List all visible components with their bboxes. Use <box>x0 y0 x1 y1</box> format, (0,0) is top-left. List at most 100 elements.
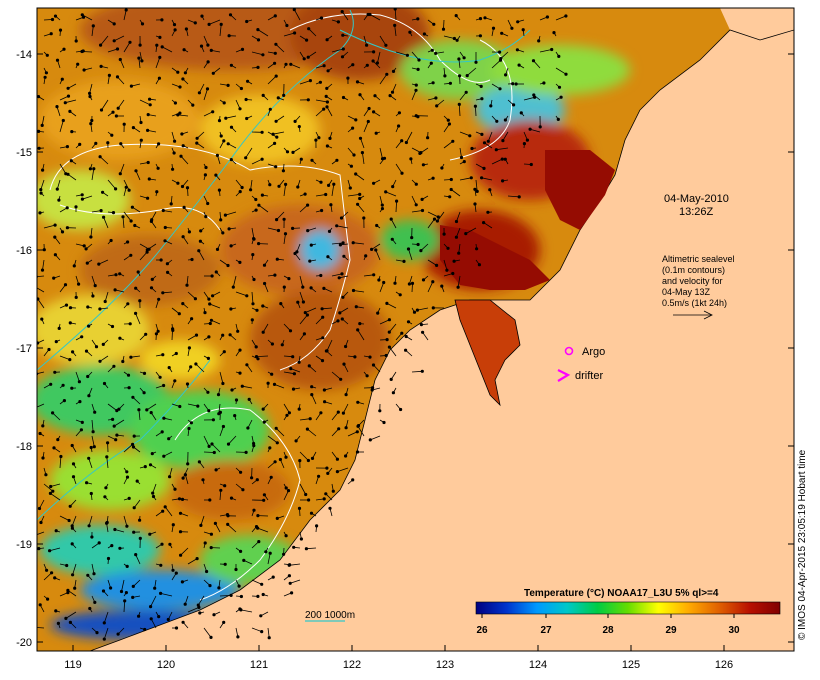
velocity-arrow <box>203 627 212 638</box>
velocity-arrow-head <box>146 113 150 117</box>
velocity-arrow <box>459 131 470 137</box>
velocity-arrow <box>315 194 326 197</box>
velocity-arrow-head <box>339 216 344 220</box>
velocity-arrow <box>82 14 93 21</box>
velocity-arrow-head <box>210 274 214 278</box>
velocity-arrow-head <box>183 473 187 477</box>
velocity-arrow-head <box>260 130 264 134</box>
velocity-arrow-head <box>227 34 231 38</box>
velocity-arrow <box>155 57 161 69</box>
velocity-arrow-head <box>289 366 293 371</box>
velocity-arrow-head <box>226 142 230 146</box>
velocity-arrow-head <box>90 535 94 539</box>
velocity-arrow-head <box>158 35 162 40</box>
velocity-arrow-head <box>71 462 76 466</box>
velocity-arrow-head <box>503 157 507 161</box>
velocity-arrow-head <box>521 28 525 32</box>
velocity-arrow <box>379 74 388 85</box>
velocity-arrow <box>326 106 333 117</box>
velocity-arrow-head <box>90 118 94 123</box>
altimetry-line: 04-May 13Z <box>662 287 711 297</box>
velocity-arrow-head <box>244 156 248 160</box>
velocity-arrow-head <box>171 167 175 171</box>
velocity-arrow-head <box>385 337 389 342</box>
velocity-arrow-head <box>281 552 286 556</box>
velocity-arrow <box>299 314 308 325</box>
velocity-arrow <box>150 595 157 607</box>
velocity-arrow-head <box>153 586 157 590</box>
velocity-arrow-head <box>167 437 171 441</box>
velocity-arrow-head <box>229 125 234 129</box>
velocity-arrow-head <box>442 232 446 236</box>
velocity-arrow-head <box>301 285 305 289</box>
velocity-arrow-head <box>125 564 129 569</box>
velocity-arrow-head <box>181 476 185 480</box>
velocity-arrow-head <box>268 551 272 555</box>
velocity-arrow <box>283 32 295 37</box>
velocity-arrow-head <box>319 273 323 278</box>
velocity-arrow-head <box>198 239 202 243</box>
velocity-arrow-head <box>320 307 324 311</box>
velocity-arrow-head <box>351 478 355 482</box>
velocity-arrow-head <box>356 424 360 428</box>
velocity-arrow-head <box>402 259 406 263</box>
velocity-arrow-head <box>80 420 84 424</box>
velocity-arrow-head <box>257 203 261 207</box>
velocity-arrow-head <box>239 86 243 91</box>
velocity-arrow-head <box>429 61 433 65</box>
velocity-arrow-head <box>283 182 288 186</box>
velocity-arrow <box>427 259 437 266</box>
velocity-arrow-head <box>70 443 74 448</box>
velocity-arrow-head <box>219 218 223 222</box>
velocity-arrow-head <box>95 630 99 635</box>
velocity-arrow-head <box>222 350 226 354</box>
velocity-arrow-head <box>308 79 312 83</box>
velocity-arrow-head <box>41 424 45 428</box>
velocity-arrow-head <box>42 248 46 252</box>
velocity-arrow-head <box>262 281 267 286</box>
velocity-arrow-head <box>163 225 167 230</box>
velocity-arrow-head <box>556 117 560 122</box>
scale-arrow-icon <box>673 310 713 320</box>
lon-tick-label: 123 <box>436 659 454 671</box>
velocity-arrow-head <box>495 119 499 123</box>
velocity-arrow-head <box>277 184 281 188</box>
velocity-arrow-head <box>274 426 278 430</box>
velocity-arrow-head <box>459 155 464 160</box>
velocity-arrow-head <box>515 48 520 52</box>
velocity-arrow-head <box>125 470 129 474</box>
velocity-arrow-head <box>488 188 492 192</box>
velocity-arrow-head <box>66 94 71 98</box>
velocity-arrow-head <box>229 307 233 311</box>
velocity-arrow-head <box>324 492 328 496</box>
velocity-arrow-head <box>321 336 325 340</box>
velocity-arrow-head <box>537 39 541 43</box>
velocity-arrow-head <box>365 63 369 67</box>
velocity-arrow-head <box>91 430 95 434</box>
velocity-arrow-head <box>226 263 230 268</box>
velocity-arrow-head <box>408 30 412 34</box>
velocity-arrow-head <box>550 47 554 52</box>
velocity-arrow-head <box>229 496 234 500</box>
velocity-arrow <box>275 428 285 437</box>
velocity-arrow-head <box>410 281 415 285</box>
isobath-label: 200 1000m <box>305 610 355 621</box>
velocity-arrow-head <box>206 356 210 360</box>
velocity-arrow-head <box>131 584 135 589</box>
velocity-arrow <box>411 51 420 61</box>
velocity-arrow-head <box>39 188 43 192</box>
velocity-arrow <box>37 287 45 293</box>
velocity-arrow-head <box>368 438 372 442</box>
colorbar: Temperature (°C) NOAA17_L3U 5% ql>=4 26 … <box>475 588 781 636</box>
velocity-arrow-head <box>114 114 119 118</box>
velocity-arrow <box>245 147 253 159</box>
velocity-arrow-head <box>191 103 195 107</box>
velocity-arrow-head <box>182 48 186 52</box>
velocity-arrow <box>307 428 317 437</box>
velocity-arrow-head <box>165 262 169 266</box>
velocity-arrow <box>341 11 349 21</box>
colorbar-tick-label: 27 <box>540 625 552 636</box>
lon-tick-label: 125 <box>622 659 640 671</box>
velocity-arrow <box>355 173 365 181</box>
velocity-arrow-head <box>314 138 318 142</box>
